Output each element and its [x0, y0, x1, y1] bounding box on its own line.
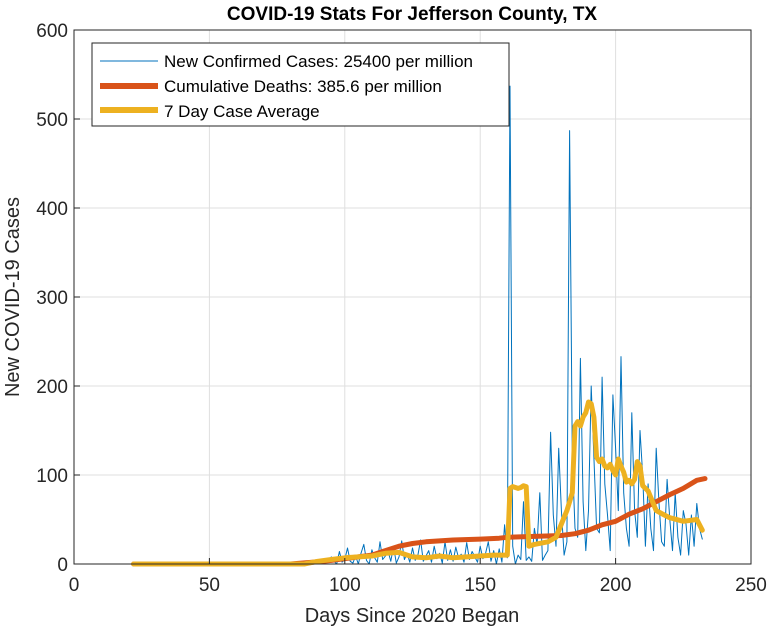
y-tick-label: 600 — [36, 21, 68, 42]
x-tick-label: 150 — [464, 575, 496, 596]
x-tick-label: 250 — [735, 575, 767, 596]
legend: New Confirmed Cases: 25400 per million C… — [91, 42, 510, 127]
legend-label-new-cases: New Confirmed Cases: 25400 per million — [164, 52, 473, 71]
y-tick-label: 100 — [36, 466, 68, 487]
x-tick-label: 100 — [329, 575, 361, 596]
x-tick-label: 0 — [69, 575, 80, 596]
y-tick-label: 400 — [36, 199, 68, 220]
x-axis-title: Days Since 2020 Began — [305, 605, 520, 627]
axis-ticks: 0 50 100 150 200 250 0 100 200 300 400 500 600 — [36, 21, 767, 596]
y-tick-label: 500 — [36, 110, 68, 131]
x-tick-label: 200 — [600, 575, 632, 596]
y-axis-title: New COVID-19 Cases — [2, 197, 24, 397]
x-tick-label: 50 — [199, 575, 220, 596]
legend-box — [91, 42, 510, 127]
y-tick-label: 200 — [36, 377, 68, 398]
chart-title: COVID-19 Stats For Jefferson County, TX — [227, 4, 598, 25]
y-tick-label: 0 — [57, 555, 68, 576]
y-tick-label: 300 — [36, 288, 68, 309]
series-line-7day-average — [131, 399, 705, 567]
legend-label-deaths: Cumulative Deaths: 385.6 per million — [164, 77, 442, 96]
legend-label-7day-average: 7 Day Case Average — [164, 102, 320, 121]
